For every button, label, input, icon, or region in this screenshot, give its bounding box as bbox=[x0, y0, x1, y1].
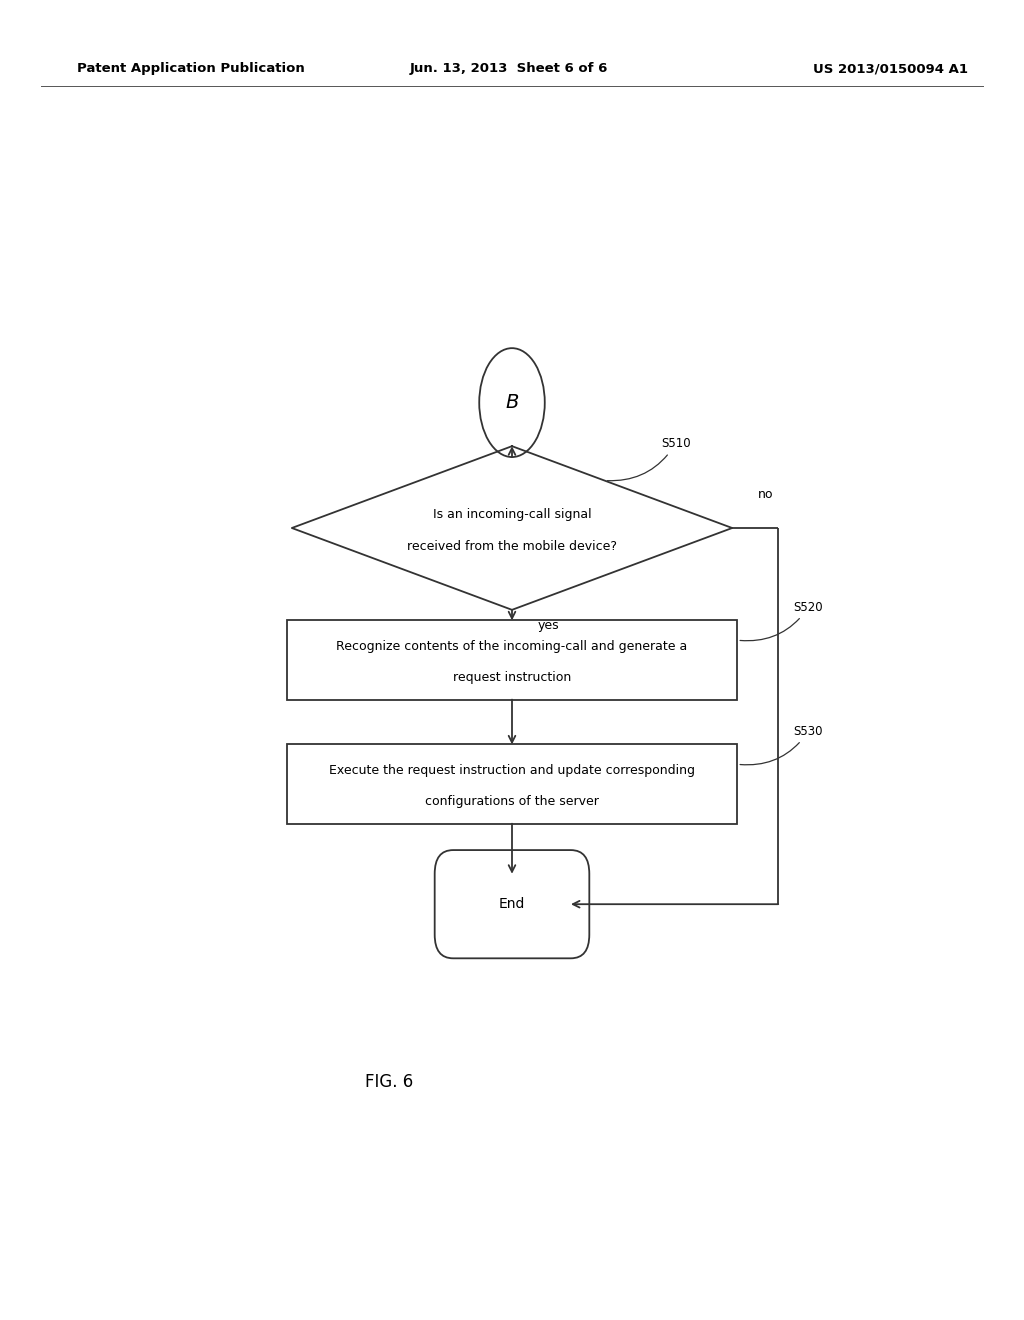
Text: S520: S520 bbox=[740, 601, 823, 640]
Text: no: no bbox=[758, 488, 773, 502]
Text: End: End bbox=[499, 898, 525, 911]
Text: Execute the request instruction and update corresponding: Execute the request instruction and upda… bbox=[329, 764, 695, 777]
FancyBboxPatch shape bbox=[434, 850, 590, 958]
Text: Is an incoming-call signal: Is an incoming-call signal bbox=[433, 508, 591, 521]
Text: Recognize contents of the incoming-call and generate a: Recognize contents of the incoming-call … bbox=[336, 640, 688, 653]
Text: Jun. 13, 2013  Sheet 6 of 6: Jun. 13, 2013 Sheet 6 of 6 bbox=[410, 62, 608, 75]
Text: US 2013/0150094 A1: US 2013/0150094 A1 bbox=[813, 62, 969, 75]
Text: configurations of the server: configurations of the server bbox=[425, 795, 599, 808]
Text: received from the mobile device?: received from the mobile device? bbox=[407, 540, 617, 553]
FancyBboxPatch shape bbox=[287, 744, 737, 824]
Text: Patent Application Publication: Patent Application Publication bbox=[77, 62, 304, 75]
Text: S530: S530 bbox=[740, 725, 823, 764]
Text: S510: S510 bbox=[607, 437, 690, 480]
Text: B: B bbox=[505, 393, 519, 412]
FancyBboxPatch shape bbox=[287, 620, 737, 700]
Text: yes: yes bbox=[538, 619, 559, 632]
Text: request instruction: request instruction bbox=[453, 671, 571, 684]
Text: FIG. 6: FIG. 6 bbox=[365, 1073, 414, 1092]
